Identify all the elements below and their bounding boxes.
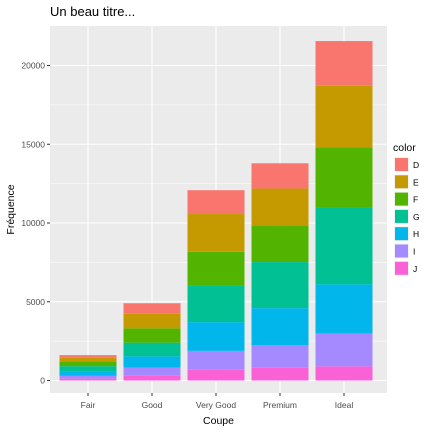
- bars-layer: [59, 41, 373, 381]
- x-axis-title: Coupe: [203, 415, 234, 427]
- legend-label-j: J: [413, 264, 417, 274]
- bar-segment-fair-e: [59, 357, 117, 362]
- bar-segment-premium-i: [251, 345, 309, 368]
- chart-title: Un beau titre...: [50, 4, 135, 19]
- bar-segment-premium-g: [251, 262, 309, 309]
- legend-key-f: [395, 192, 408, 206]
- bar-segment-fair-d: [59, 355, 117, 358]
- bar-segment-premium-e: [251, 188, 309, 226]
- legend-key-h: [395, 227, 408, 241]
- bar-segment-good-d: [123, 303, 181, 314]
- bar-segment-premium-f: [251, 225, 309, 263]
- bar-segment-fair-j: [59, 378, 117, 381]
- legend-key-d: [395, 158, 408, 171]
- bar-segment-premium-h: [251, 308, 309, 346]
- bar-segment-good-i: [123, 367, 181, 376]
- bar-segment-good-j: [123, 375, 181, 381]
- y-tick-label: 15000: [21, 139, 45, 149]
- bar-segment-ideal-f: [315, 147, 373, 208]
- bar-segment-very-good-j: [187, 369, 245, 381]
- bar-segment-fair-f: [59, 361, 117, 367]
- x-axis: Fair Good Very Good Premium Ideal: [81, 393, 354, 410]
- bar-segment-ideal-h: [315, 284, 373, 334]
- bar-segment-good-h: [123, 356, 181, 368]
- legend-label-e: E: [413, 177, 419, 187]
- bar-segment-ideal-e: [315, 85, 373, 148]
- bar-segment-good-g: [123, 342, 181, 357]
- x-tick-label: Very Good: [196, 400, 236, 410]
- bar-segment-ideal-g: [315, 207, 373, 285]
- bar-segment-very-good-f: [187, 251, 245, 286]
- y-axis-title: Fréquence: [5, 184, 17, 234]
- bar-segment-ideal-i: [315, 333, 373, 367]
- y-tick-label: 5000: [26, 297, 45, 307]
- bar-segment-ideal-d: [315, 41, 373, 86]
- bar-segment-fair-i: [59, 375, 117, 379]
- bar-segment-very-good-d: [187, 190, 245, 215]
- legend-key-e: [395, 175, 408, 189]
- legend-label-i: I: [413, 247, 415, 257]
- bar-segment-very-good-i: [187, 350, 245, 370]
- bar-segment-fair-g: [59, 366, 117, 372]
- bar-segment-very-good-g: [187, 285, 245, 323]
- y-axis: 0 5000 10000 15000 20000: [21, 61, 50, 386]
- legend-key-i: [395, 244, 408, 258]
- x-tick-label: Premium: [263, 400, 297, 410]
- legend-label-h: H: [413, 229, 419, 239]
- legend-label-d: D: [413, 160, 419, 170]
- y-tick-label: 0: [40, 376, 45, 386]
- x-tick-label: Good: [142, 400, 163, 410]
- legend-label-g: G: [413, 212, 420, 222]
- bar-segment-fair-h: [59, 371, 117, 376]
- y-tick-label: 10000: [21, 218, 45, 228]
- legend-key-j: [395, 261, 408, 275]
- x-tick-label: Ideal: [335, 400, 354, 410]
- bar-segment-good-f: [123, 328, 181, 343]
- y-tick-label: 20000: [21, 61, 45, 71]
- legend-label-f: F: [413, 195, 418, 205]
- bar-segment-good-e: [123, 313, 181, 329]
- bar-segment-premium-j: [251, 367, 309, 381]
- legend-key-g: [395, 209, 408, 223]
- bar-segment-ideal-j: [315, 366, 373, 381]
- x-tick-label: Fair: [81, 400, 96, 410]
- bar-segment-very-good-h: [187, 322, 245, 351]
- legend-title: color: [393, 142, 416, 154]
- bar-segment-very-good-e: [187, 214, 245, 252]
- bar-segment-premium-d: [251, 163, 309, 189]
